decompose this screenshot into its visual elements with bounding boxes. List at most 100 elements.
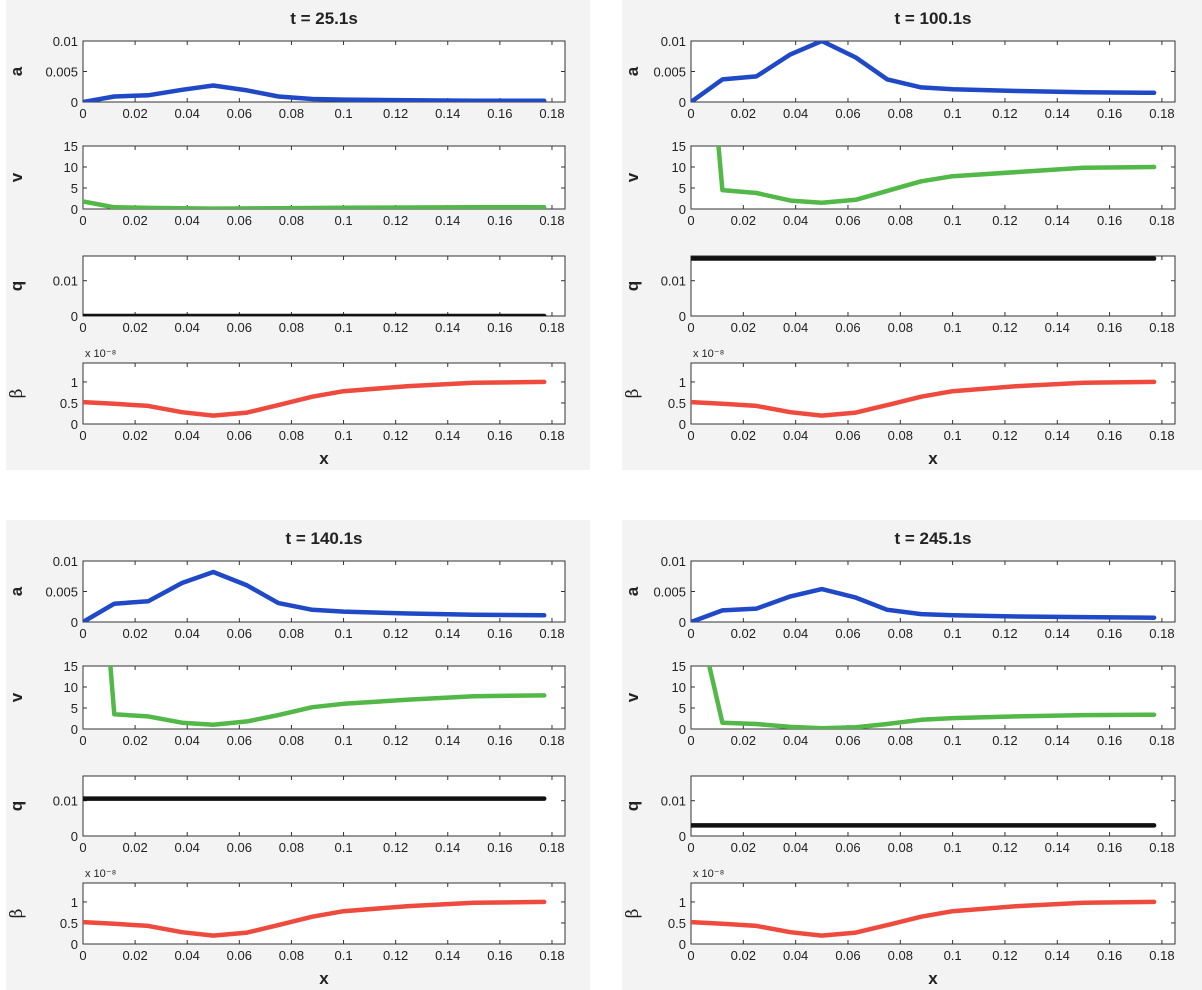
x-tick-label: 0.12 xyxy=(992,428,1017,443)
y-tick-label: 5 xyxy=(71,181,78,196)
x-tick-label: 0.1 xyxy=(944,948,962,963)
x-tick-label: 0.04 xyxy=(783,626,808,641)
x-tick-label: 0.04 xyxy=(175,626,200,641)
x-tick-label: 0.06 xyxy=(835,626,860,641)
x-tick-label: 0.08 xyxy=(888,948,913,963)
y-tick-label: 15 xyxy=(672,139,686,154)
x-tick-label: 0.18 xyxy=(1149,106,1174,121)
subplot-a: 0 0.02 0.04 0.06 0.08 0.1 0.12 0.14 0.16 0.18 0 0.0… xyxy=(7,34,566,121)
x-tick-label: 0.08 xyxy=(279,626,304,641)
x-tick-label: 0.08 xyxy=(279,840,304,855)
x-tick-label: 0.18 xyxy=(539,626,564,641)
chart-title: t = 245.1s xyxy=(894,529,971,548)
y-tick-label: 15 xyxy=(672,659,686,674)
x-tick-label: 0.16 xyxy=(487,840,512,855)
x-tick-label: 0.18 xyxy=(539,948,564,963)
x-tick-label: 0.14 xyxy=(1045,948,1070,963)
x-tick-label: 0.02 xyxy=(122,626,147,641)
x-tick-label: 0.06 xyxy=(835,213,860,228)
x-tick-label: 0.14 xyxy=(435,948,460,963)
x-tick-label: 0.18 xyxy=(539,733,564,748)
x-tick-label: 0.1 xyxy=(944,428,962,443)
x-tick-label: 0 xyxy=(687,733,694,748)
y-tick-label: 0 xyxy=(71,722,78,737)
x-tick-label: 0.1 xyxy=(944,626,962,641)
x-tick-label: 0.08 xyxy=(279,948,304,963)
x-tick-label: 0.08 xyxy=(888,106,913,121)
x-tick-label: 0.06 xyxy=(227,733,252,748)
x-tick-label: 0.18 xyxy=(539,106,564,121)
x-tick-label: 0.04 xyxy=(783,840,808,855)
x-tick-label: 0.16 xyxy=(1097,626,1122,641)
x-tick-label: 0.18 xyxy=(1149,213,1174,228)
x-tick-label: 0.04 xyxy=(783,733,808,748)
y-tick-label: 0.01 xyxy=(53,554,78,569)
x-tick-label: 0.12 xyxy=(383,428,408,443)
x-tick-label: 0.16 xyxy=(1097,948,1122,963)
x-tick-label: 0.04 xyxy=(783,948,808,963)
x-tick-label: 0.14 xyxy=(1045,733,1070,748)
x-tick-label: 0.12 xyxy=(383,626,408,641)
x-tick-label: 0.18 xyxy=(1149,626,1174,641)
x-tick-label: 0.18 xyxy=(539,320,564,335)
y-tick-label: 0.01 xyxy=(53,794,78,809)
y-exponent-label: x 10⁻⁸ xyxy=(85,868,116,880)
x-tick-label: 0.06 xyxy=(227,948,252,963)
y-tick-label: 10 xyxy=(672,680,686,695)
x-tick-label: 0.14 xyxy=(435,106,460,121)
subplot-a: 0 0.02 0.04 0.06 0.08 0.1 0.12 0.14 0.16 0.18 0 0.0… xyxy=(623,554,1176,641)
x-tick-label: 0.1 xyxy=(335,428,353,443)
subplot-q: 0 0.02 0.04 0.06 0.08 0.1 0.12 0.14 0.16 0.18 0 0.0… xyxy=(7,775,566,855)
panel-1: t = 25.1s 0 0.02 0.04 0.06 0.08 0.1 0.12 0.14 0.1… xyxy=(6,0,590,470)
x-tick-label: 0.14 xyxy=(435,428,460,443)
y-tick-label: 0.01 xyxy=(53,274,78,289)
x-tick-label: 0.06 xyxy=(227,106,252,121)
x-tick-label: 0.08 xyxy=(279,213,304,228)
y-tick-label: 0.5 xyxy=(60,916,78,931)
x-tick-label: 0 xyxy=(687,428,694,443)
x-tick-label: 0.02 xyxy=(731,840,756,855)
y-tick-label: 1 xyxy=(71,895,78,910)
x-tick-label: 0.02 xyxy=(731,626,756,641)
axes-box xyxy=(690,560,1176,623)
x-tick-label: 0.12 xyxy=(992,733,1017,748)
y-tick-label: 0 xyxy=(71,615,78,630)
x-axis-label: x xyxy=(319,449,329,468)
subplot-a: 0 0.02 0.04 0.06 0.08 0.1 0.12 0.14 0.16 0.18 0 0.0… xyxy=(7,554,566,641)
x-tick-label: 0.12 xyxy=(383,733,408,748)
series-line-beta xyxy=(691,379,1157,418)
x-tick-label: 0.04 xyxy=(783,320,808,335)
x-tick-label: 0.04 xyxy=(783,213,808,228)
x-tick-label: 0.14 xyxy=(1045,320,1070,335)
y-tick-label: 0 xyxy=(679,202,686,217)
x-tick-label: 0.18 xyxy=(1149,733,1174,748)
y-tick-label: 1 xyxy=(679,895,686,910)
x-tick-label: 0 xyxy=(79,948,86,963)
x-tick-label: 0.04 xyxy=(175,106,200,121)
y-tick-label: 0.5 xyxy=(668,396,686,411)
x-tick-label: 0.18 xyxy=(539,840,564,855)
y-tick-label: 0.01 xyxy=(661,554,686,569)
x-tick-label: 0.16 xyxy=(487,320,512,335)
x-tick-label: 0.08 xyxy=(888,840,913,855)
x-tick-label: 0.06 xyxy=(835,320,860,335)
y-tick-label: 0.01 xyxy=(661,794,686,809)
y-tick-label: 1 xyxy=(679,375,686,390)
x-tick-label: 0.14 xyxy=(435,320,460,335)
x-tick-label: 0.1 xyxy=(335,733,353,748)
x-tick-label: 0.18 xyxy=(1149,320,1174,335)
axes-box xyxy=(82,255,566,317)
x-tick-label: 0.12 xyxy=(992,840,1017,855)
x-tick-label: 0.08 xyxy=(279,320,304,335)
x-tick-label: 0.04 xyxy=(175,948,200,963)
x-tick-label: 0.12 xyxy=(992,213,1017,228)
x-tick-label: 0.12 xyxy=(383,840,408,855)
y-tick-label: 0.01 xyxy=(53,34,78,49)
x-tick-label: 0.08 xyxy=(888,626,913,641)
y-axis-label: a xyxy=(623,66,642,76)
series-line-a xyxy=(83,83,547,102)
y-tick-label: 0.005 xyxy=(45,65,78,80)
chart-title: t = 100.1s xyxy=(894,9,971,28)
y-axis-label: v xyxy=(623,172,642,182)
